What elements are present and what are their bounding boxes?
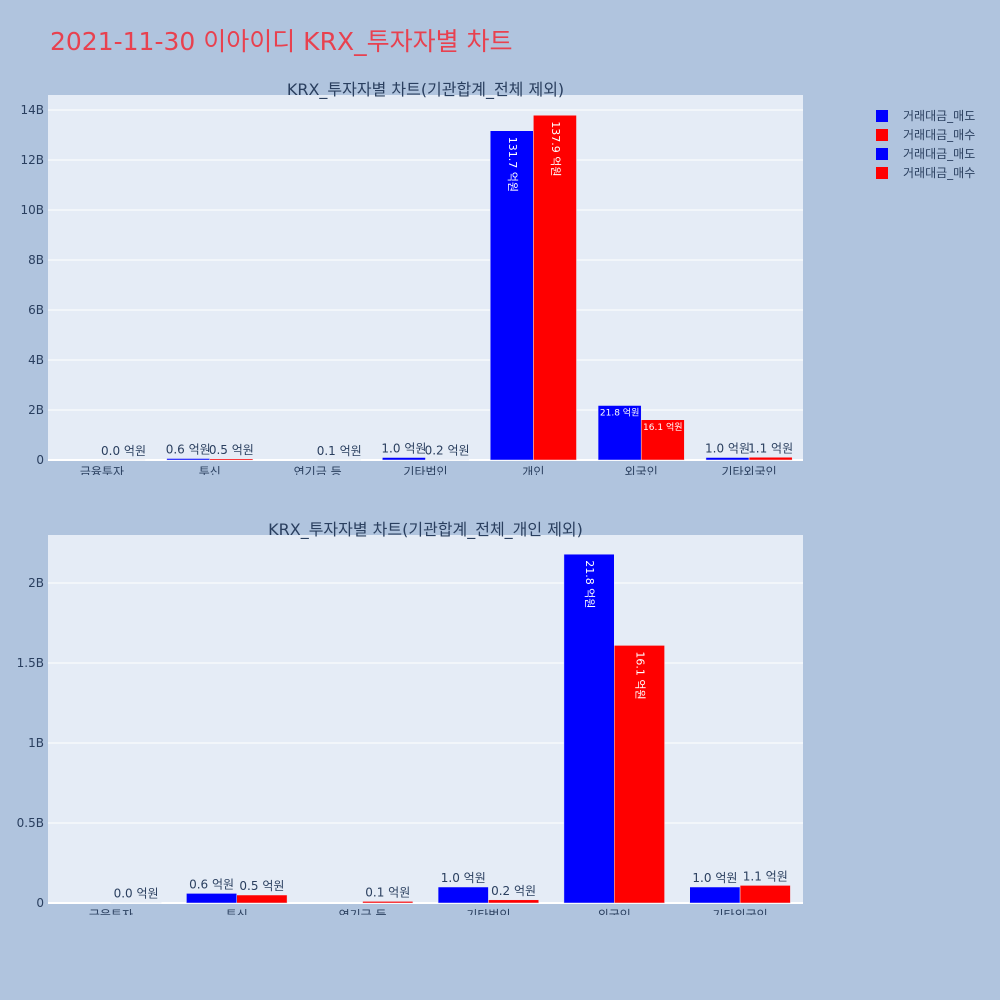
x-tick-label: 기타법인 bbox=[403, 465, 447, 475]
x-tick-label: 기타외국인 bbox=[721, 465, 776, 475]
legend-swatch bbox=[876, 166, 888, 179]
data-label: 0.6 억원 bbox=[189, 877, 234, 891]
bar bbox=[425, 459, 469, 461]
y-tick-label: 12B bbox=[20, 153, 44, 167]
bar bbox=[705, 457, 750, 461]
data-label: 1.0 억원 bbox=[381, 442, 426, 456]
bar bbox=[166, 458, 211, 461]
legend-label: 거래대금_매도 bbox=[903, 147, 976, 161]
data-label: 21.8 억원 bbox=[583, 560, 596, 608]
y-tick-label: 14B bbox=[20, 103, 44, 117]
y-tick-label: 1B bbox=[28, 736, 44, 750]
y-tick-label: 2B bbox=[28, 576, 44, 590]
page-title: 2021-11-30 이아이디 KRX_투자자별 차트 bbox=[50, 27, 513, 56]
legend-label: 거래대금_매수 bbox=[903, 166, 976, 180]
data-label: 0.2 억원 bbox=[425, 444, 470, 458]
data-label: 1.0 억원 bbox=[705, 442, 750, 456]
data-label: 1.0 억원 bbox=[441, 871, 486, 885]
bar bbox=[362, 901, 414, 904]
x-tick-label: 투신 bbox=[199, 465, 221, 475]
data-label: 0.1 억원 bbox=[365, 885, 410, 899]
data-label: 16.1 억원 bbox=[633, 651, 646, 699]
y-tick-label: 0 bbox=[36, 453, 44, 467]
plot-area bbox=[48, 95, 803, 460]
data-label: 1.1 억원 bbox=[743, 869, 788, 883]
data-label: 16.1 억원 bbox=[643, 421, 682, 433]
data-label: 0.5 억원 bbox=[239, 879, 284, 893]
data-label: 0.6 억원 bbox=[166, 443, 211, 457]
y-tick-label: 1.5B bbox=[17, 656, 44, 670]
bar bbox=[382, 457, 426, 461]
legend-item[interactable]: 거래대금_매도 bbox=[876, 144, 975, 163]
data-label: 21.8 억원 bbox=[600, 407, 639, 419]
data-label: 131.7 억원 bbox=[506, 137, 519, 192]
y-tick-label: 2B bbox=[28, 403, 44, 417]
data-label: 137.9 억원 bbox=[549, 121, 562, 176]
x-tick-label: 개인 bbox=[522, 465, 544, 475]
x-tick-label: 투신 bbox=[226, 908, 248, 915]
bar bbox=[739, 885, 791, 904]
x-tick-label: 연기금 등 bbox=[339, 908, 387, 915]
x-tick-label: 금융투자 bbox=[80, 465, 124, 475]
legend[interactable]: 거래대금_매도 거래대금_매수 거래대금_매도 거래대금_매수 bbox=[876, 106, 975, 182]
plot-area bbox=[48, 535, 803, 903]
bar bbox=[640, 419, 685, 461]
data-label: 0.0 억원 bbox=[114, 887, 159, 901]
bar bbox=[597, 405, 642, 461]
y-tick-label: 10B bbox=[20, 203, 44, 217]
y-tick-label: 4B bbox=[28, 353, 44, 367]
chart-title: KRX_투자자별 차트(기관합계_전체_개인 제외) bbox=[268, 520, 583, 540]
bar bbox=[236, 894, 288, 904]
bar bbox=[209, 458, 254, 461]
chart-title: KRX_투자자별 차트(기관합계_전체 제외) bbox=[287, 80, 564, 100]
bar bbox=[689, 886, 741, 904]
bar bbox=[614, 645, 665, 904]
data-label: 0.2 억원 bbox=[491, 884, 536, 898]
legend-swatch bbox=[876, 128, 888, 141]
y-tick-label: 0.5B bbox=[17, 816, 44, 830]
x-tick-label: 연기금 등 bbox=[294, 465, 342, 475]
legend-swatch bbox=[876, 147, 888, 160]
data-label: 1.1 억원 bbox=[748, 441, 793, 455]
bar bbox=[748, 457, 793, 461]
y-tick-label: 0 bbox=[36, 896, 44, 910]
y-tick-label: 6B bbox=[28, 303, 44, 317]
legend-swatch bbox=[876, 109, 888, 122]
x-tick-label: 기타법인 bbox=[466, 908, 510, 915]
legend-label: 거래대금_매도 bbox=[903, 109, 976, 123]
legend-item[interactable]: 거래대금_매수 bbox=[876, 163, 975, 182]
chart-top: KRX_투자자별 차트(기관합계_전체 제외) 0 2B 4B 6B 8B 10B 12B 14… bbox=[20, 80, 803, 475]
x-tick-label: 금융투자 bbox=[89, 908, 133, 915]
data-label: 0.5 억원 bbox=[209, 443, 254, 457]
data-label: 0.0 억원 bbox=[101, 444, 146, 458]
data-label: 1.0 억원 bbox=[692, 871, 737, 885]
bar bbox=[186, 893, 238, 904]
y-tick-label: 8B bbox=[28, 253, 44, 267]
bar bbox=[437, 886, 489, 904]
x-tick-label: 기타외국인 bbox=[712, 908, 767, 915]
legend-item[interactable]: 거래대금_매수 bbox=[876, 125, 975, 144]
bar bbox=[563, 553, 615, 904]
legend-item[interactable]: 거래대금_매도 bbox=[876, 106, 975, 125]
data-label: 0.1 억원 bbox=[317, 444, 362, 458]
bar bbox=[533, 115, 577, 461]
chart-bottom: KRX_투자자별 차트(기관합계_전체_개인 제외) 0 0.5B 1B 1.5B 2B 금… bbox=[17, 520, 803, 915]
legend-label: 거래대금_매수 bbox=[903, 128, 976, 142]
bar bbox=[488, 899, 539, 904]
x-tick-label: 외국인 bbox=[598, 908, 631, 915]
bar bbox=[489, 130, 534, 461]
x-tick-label: 외국인 bbox=[625, 465, 658, 475]
